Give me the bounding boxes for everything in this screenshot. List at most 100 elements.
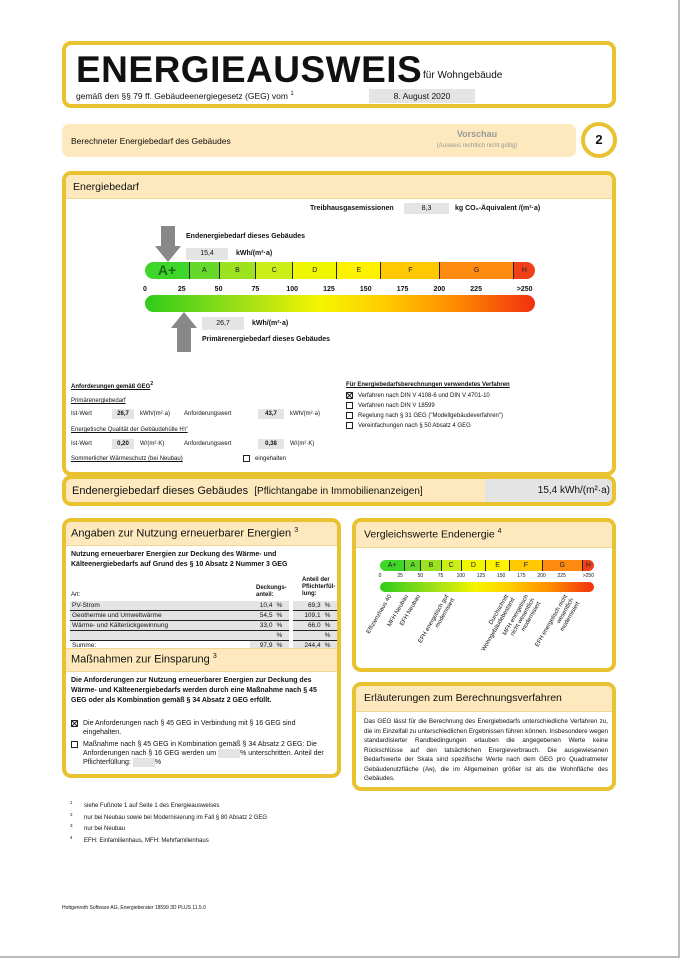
cell-share: 33,0	[250, 620, 275, 631]
cell-pct: %	[274, 601, 289, 611]
scale-class-B: B	[218, 262, 256, 279]
end-line-label-text: Endenergiebedarf dieses Gebäudes	[72, 485, 249, 497]
scale-tick: 0	[378, 573, 382, 579]
scale-class-A: A	[404, 560, 421, 571]
req-title: Anforderungen gemäß GEG2	[71, 381, 153, 390]
checkbox[interactable]	[346, 412, 353, 420]
scale-class-F: F	[380, 262, 440, 279]
scale-tick: 200	[537, 573, 546, 579]
section-bar: Berechneter Energiebedarf des Gebäudes V…	[62, 124, 576, 157]
table-row: Wärme- und Kälterückgewinnung 33,0% 66,0%	[70, 620, 337, 631]
scale-tick: 100	[456, 573, 465, 579]
explanation-box: Erläuterungen zum Berechnungsverfahren D…	[352, 682, 616, 791]
doc-subtitle: für Wohngebäude	[423, 70, 503, 81]
cell-fulfil	[292, 630, 323, 641]
scale-class-D: D	[292, 262, 337, 279]
option-label: Maßnahme nach § 45 GEG in Kombination ge…	[83, 740, 333, 767]
scale-tick: 75	[437, 573, 444, 579]
measures-option-2[interactable]: Maßnahme nach § 45 GEG in Kombination ge…	[71, 740, 333, 767]
col-art: Art:	[71, 592, 81, 598]
checkbox[interactable]	[346, 402, 353, 410]
checkbox-checked[interactable]	[346, 392, 353, 399]
scale-class-B: B	[420, 560, 441, 571]
page-number-badge: 2	[581, 122, 617, 158]
scale-class-A: A	[189, 262, 219, 279]
ist-label: Ist-Wert	[71, 441, 92, 447]
end-label: Endenergiebedarf dieses Gebäudes	[186, 233, 306, 240]
renewable-intro: Nutzung erneuerbarer Energien zur Deckun…	[71, 551, 288, 568]
method-option[interactable]: Verfahren nach DIN V 18599	[346, 402, 503, 409]
footnote-text: EFH: Einfamilienhaus, MFH: Mehrfamilienh…	[84, 837, 209, 844]
comparison-box: Vergleichswerte Endenergie 4 A+ A B C D E F G H …	[352, 518, 616, 672]
footnote-number: 3	[70, 823, 73, 828]
cell-art: Wärme- und Kälterückgewinnung	[70, 620, 250, 631]
scale-class-E: E	[336, 262, 381, 279]
anf-label: Anforderungswert	[184, 441, 232, 447]
scale-class-C: C	[255, 262, 293, 279]
scale-tick: 100	[286, 286, 298, 293]
scale-tick: 0	[143, 286, 147, 293]
scale-class-H: H	[581, 560, 594, 571]
checkbox[interactable]	[346, 422, 353, 430]
anf-value-primary: 43,7	[258, 409, 284, 419]
renewable-title-text: Angaben zur Nutzung erneuerbarer Energie…	[71, 527, 292, 540]
footnote-number: 2	[70, 811, 73, 817]
footnote-ref: 3	[212, 653, 217, 660]
option-text: Maßnahme nach § 45 GEG in Kombination ge…	[83, 741, 317, 757]
benchmark-label: Effizienzhaus 40	[366, 594, 394, 636]
scale-tick: 25	[177, 286, 186, 293]
footnote: 4 EFH: Einfamilienhaus, MFH: Mehrfamilien…	[70, 835, 267, 844]
cell-pct: %	[322, 610, 337, 621]
scale-tick: 225	[470, 286, 482, 293]
unit: kWh/(m²·a)	[290, 411, 320, 417]
measures-title-text: Maßnahmen zur Einsparung	[71, 653, 210, 666]
method-label: Regelung nach § 31 GEG ("Modellgebäudeve…	[358, 413, 504, 420]
method-option[interactable]: Verfahren nach DIN V 4108-6 und DIN V 47…	[346, 392, 503, 399]
law-date: 8. August 2020	[369, 89, 475, 103]
footnote-number: 4	[70, 834, 73, 840]
summer-label: Sommerlicher Wärmeschutz (bei Neubau)	[71, 456, 183, 462]
footnote-text: nur bei Neubau	[84, 826, 126, 832]
scale-tick: 50	[214, 286, 223, 293]
explanation-text: Das GEG lässt für die Berechnung des Ene…	[364, 718, 608, 782]
end-value: 15,4	[186, 248, 228, 260]
cell-pct: %	[322, 630, 337, 641]
footer: Hottgenroth Software AG, Energieberater …	[62, 905, 206, 911]
section-label: Berechneter Energiebedarf des Gebäudes	[71, 136, 231, 146]
method-option[interactable]: Vereinfachungen nach § 50 Absatz 4 GEG	[346, 422, 503, 429]
pct: %	[240, 750, 247, 757]
method-option[interactable]: Regelung nach § 31 GEG ("Modellgebäudeve…	[346, 412, 503, 419]
footnote: 1 siehe Fußnote 1 auf Seite 1 des Energie…	[70, 800, 267, 809]
summer-checkbox[interactable]: eingehalten	[243, 455, 286, 462]
measures-option-1[interactable]: Die Anforderungen nach § 45 GEG in Verbi…	[71, 719, 333, 737]
scale-tick: 225	[557, 573, 566, 579]
end-line-note: [Pflichtangabe in Immobilienanzeigen]	[254, 486, 423, 497]
scale-class-C: C	[440, 560, 461, 571]
checkbox[interactable]	[71, 741, 78, 748]
checkbox-checked[interactable]	[71, 720, 78, 727]
renewable-title: Angaben zur Nutzung erneuerbarer Energie…	[66, 522, 337, 546]
table-row: Geothermie und Umweltwärme 54,5% 109,1%	[70, 610, 337, 621]
unit: kWh/(m²·a)	[140, 411, 170, 417]
ghg-unit: kg CO₂-Äquivalent /(m²·a)	[455, 205, 541, 212]
ist-value-hull: 0,20	[112, 439, 134, 449]
comparison-ticks: 0 25 50 75 100 125 150 175 200 225 >250	[378, 573, 594, 581]
checkbox[interactable]	[243, 455, 250, 462]
end-line-value: 15,4 kWh/(m²·a)	[485, 479, 612, 502]
primary-label: Primärenergiebedarf dieses Gebäudes	[202, 336, 330, 343]
cell-pct: %	[322, 620, 337, 631]
col-fulfil: Anteil der Pflichterfül-lung:	[302, 577, 336, 597]
footnote-ref: 3	[294, 527, 299, 534]
ghg-label: Treibhausgasemissionen	[310, 205, 394, 212]
benchmark-label: EFH energetisch gut modernisiert	[417, 594, 456, 645]
cell-share	[250, 630, 275, 641]
primary-unit: kWh/(m²·a)	[252, 320, 289, 327]
scale-class-D: D	[460, 560, 485, 571]
ist-value-primary: 26,7	[112, 409, 134, 419]
scale-ticks: 0 25 50 75 100 125 150 175 200 225 >250	[143, 286, 535, 296]
comparison-title-text: Vergleichswerte Endenergie	[364, 528, 495, 541]
option-text: unterschritten. Anteil der Pflichterfüll…	[83, 750, 324, 766]
scale-class-E: E	[484, 560, 510, 571]
anf-label: Anforderungswert	[184, 411, 232, 417]
req-hull-title: Energetische Qualität der Gebäudehülle H…	[71, 427, 188, 433]
